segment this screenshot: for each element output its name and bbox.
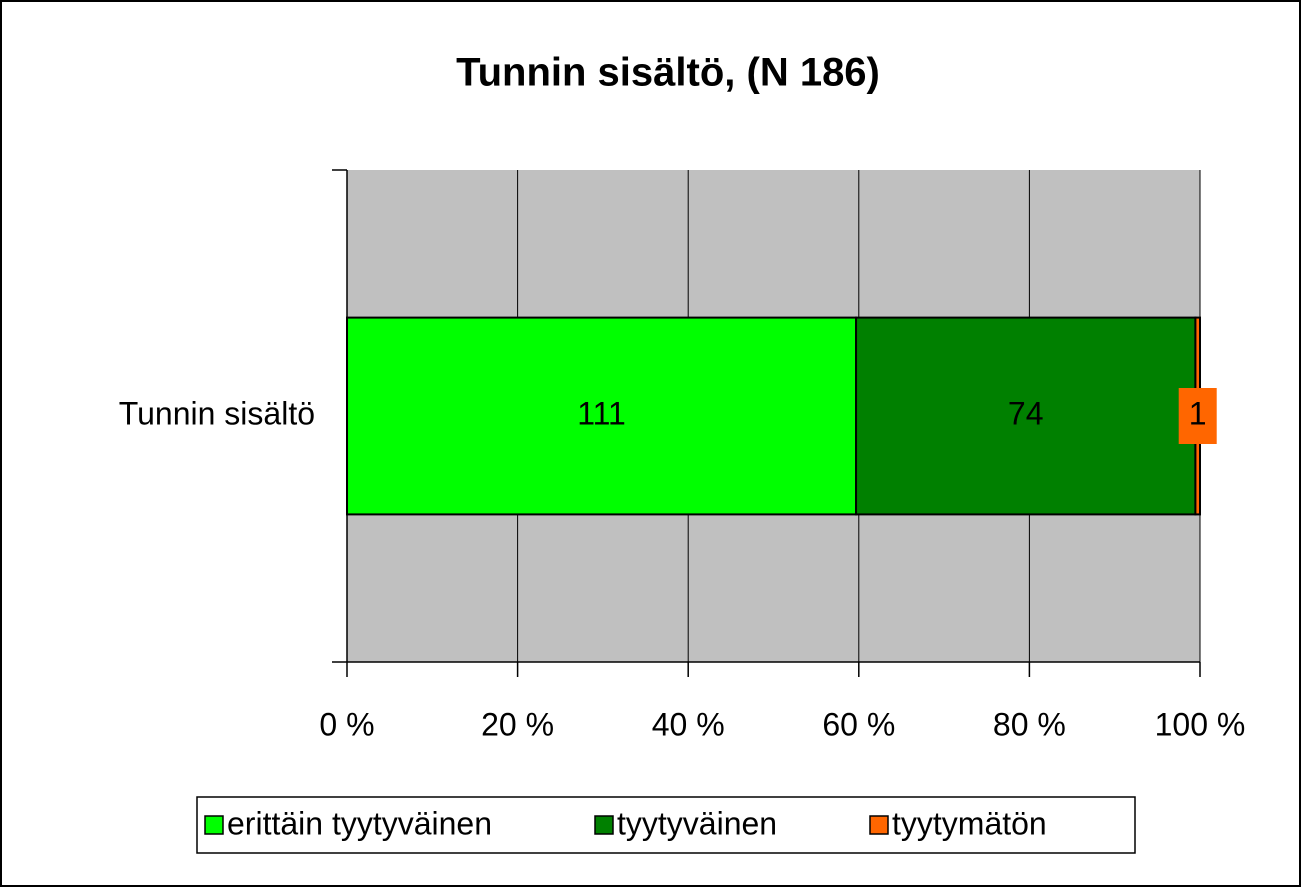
x-tick-label: 100 % bbox=[1155, 706, 1246, 742]
x-tick-label: 40 % bbox=[652, 706, 725, 742]
x-tick-label: 80 % bbox=[993, 706, 1066, 742]
chart-title: Tunnin sisältö, (N 186) bbox=[456, 51, 880, 95]
data-label: 111 bbox=[577, 395, 626, 431]
x-tick-label: 60 % bbox=[822, 706, 895, 742]
data-label: 1 bbox=[1189, 395, 1207, 431]
data-label: 74 bbox=[1008, 395, 1044, 431]
x-tick-label: 20 % bbox=[481, 706, 554, 742]
legend-label: tyytyväinen bbox=[617, 805, 777, 841]
bar-segment bbox=[346, 316, 858, 516]
data-label-bg bbox=[1178, 388, 1217, 444]
legend-swatch bbox=[594, 815, 614, 835]
y-tick-label: Tunnin sisältö bbox=[119, 395, 315, 431]
legend-swatch bbox=[869, 815, 889, 835]
bar-segment bbox=[855, 316, 1197, 516]
legend bbox=[196, 796, 1136, 854]
legend-label: tyytymätön bbox=[892, 805, 1047, 841]
x-tick-label: 0 % bbox=[319, 706, 374, 742]
legend-swatch bbox=[204, 815, 224, 835]
legend-label: erittäin tyytyväinen bbox=[227, 805, 492, 841]
